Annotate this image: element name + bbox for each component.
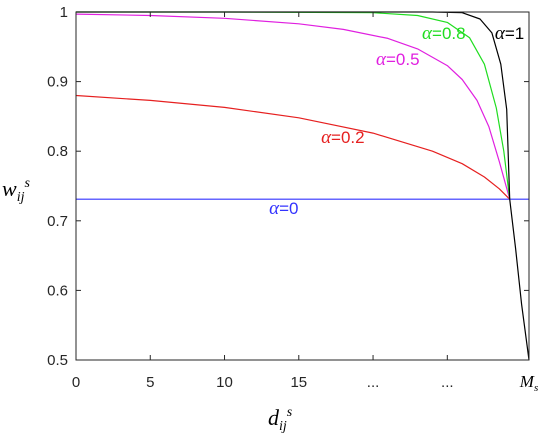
series-label-0: α=0 — [269, 198, 298, 219]
y-tick-label: 0.6 — [47, 282, 68, 299]
series-line-2 — [75, 13, 511, 200]
x-tick-label: 5 — [146, 374, 154, 391]
x-tick-label: ... — [367, 374, 380, 391]
ticks-layer: 0 5 10 15...... Ms 0.5 0.6 0.7 0.8 0.9 1 — [47, 4, 538, 394]
y-tick-label: 1 — [60, 4, 68, 21]
plot-frame — [75, 11, 530, 361]
series-label-3: α=0.8 — [422, 23, 466, 44]
plot-area — [76, 12, 529, 360]
y-tick-label: 0.7 — [47, 213, 68, 230]
x-tick-label: Ms — [519, 372, 538, 394]
series-label-4: α=1 — [495, 23, 524, 44]
series-label-2: α=0.5 — [376, 49, 420, 70]
series-line-1 — [75, 94, 511, 200]
series-label-1: α=0.2 — [321, 127, 365, 148]
x-tick-label: 15 — [290, 374, 307, 391]
x-tick-label: 0 — [72, 374, 80, 391]
series-labels: α=0 α=0.2 α=0.5α=0.8 α=1 — [269, 23, 524, 219]
y-tick-label: 0.5 — [47, 352, 68, 369]
x-axis-title: dijs — [268, 405, 293, 434]
y-tick-label: 0.8 — [47, 143, 68, 160]
y-tick-label: 0.9 — [47, 74, 68, 91]
x-tick-label: 10 — [216, 374, 233, 391]
x-tick-label: ... — [441, 374, 454, 391]
y-axis-title: wijs — [2, 176, 30, 205]
